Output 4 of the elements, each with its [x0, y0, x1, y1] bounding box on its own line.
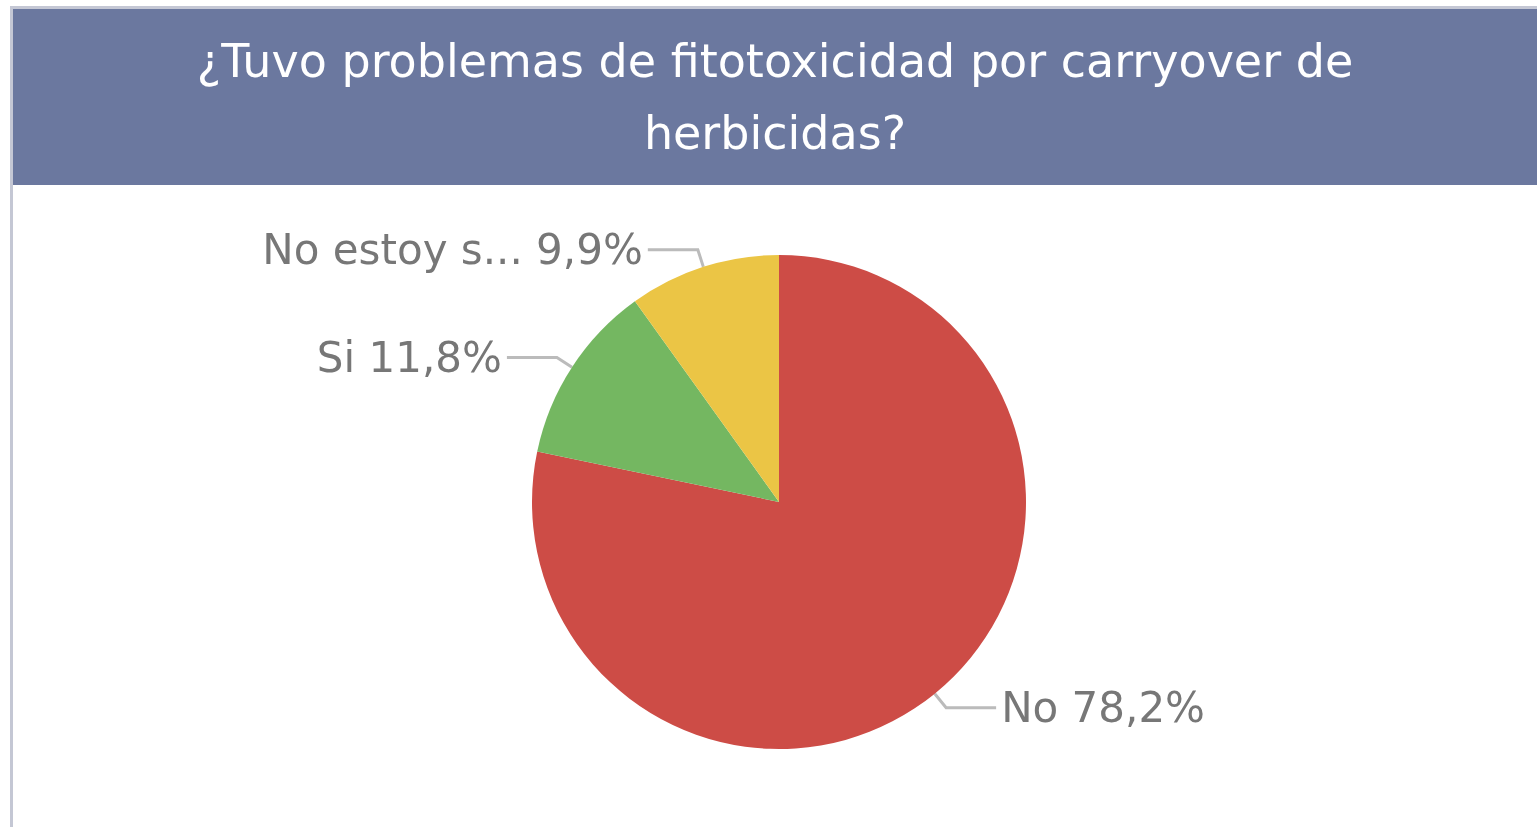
slice-label: Si 11,8% — [316, 332, 502, 382]
chart-title: ¿Tuvo problemas de fitotoxicidad por carryover de herbicidas? — [13, 9, 1537, 185]
slice-label: No 78,2% — [1001, 683, 1206, 733]
slice-label: No estoy s... 9,9% — [262, 225, 643, 275]
